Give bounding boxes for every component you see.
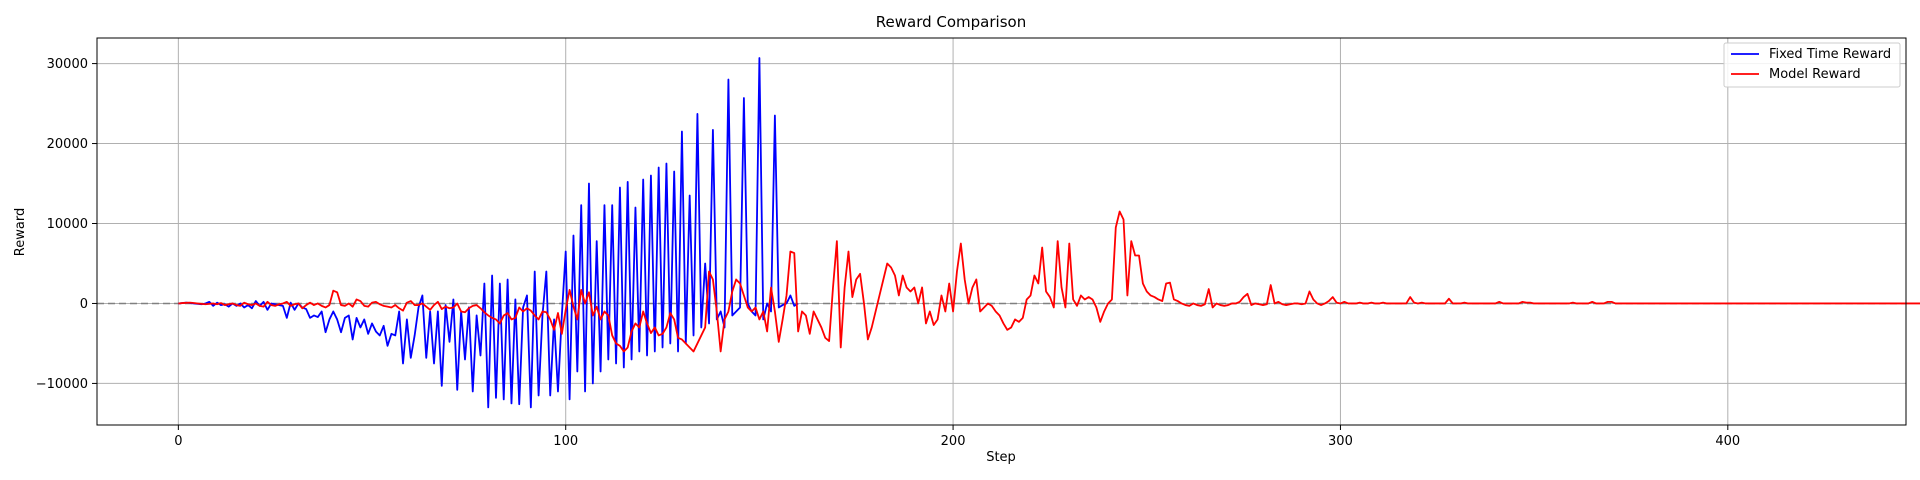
legend-label-fixed-time: Fixed Time Reward	[1769, 47, 1891, 62]
series-layer	[178, 57, 1920, 409]
y-tick-label: 30000	[47, 57, 88, 72]
x-tick-label: 200	[941, 434, 966, 449]
y-tick-label: 20000	[47, 137, 88, 152]
legend: Fixed Time Reward Model Reward	[1723, 42, 1901, 88]
series-line-1	[178, 210, 1920, 353]
y-tick-label: −10000	[36, 377, 88, 392]
chart-title: Reward Comparison	[876, 13, 1026, 31]
x-axis-ticks: 0 100 200 300 400	[174, 425, 1740, 449]
x-tick-label: 400	[1715, 434, 1740, 449]
x-tick-label: 0	[174, 434, 182, 449]
plot-frame	[96, 37, 1907, 426]
y-axis-ticks: −10000 0 10000 20000 30000	[36, 57, 97, 392]
x-tick-label: 300	[1328, 434, 1353, 449]
y-axis-label: Reward	[13, 208, 28, 256]
legend-label-model: Model Reward	[1769, 67, 1861, 82]
y-tick-label: 10000	[47, 217, 88, 232]
x-tick-label: 100	[553, 434, 578, 449]
series-line-0	[178, 57, 799, 409]
y-tick-label: 0	[80, 297, 88, 312]
legend-box	[1723, 42, 1901, 88]
x-axis-label: Step	[986, 450, 1016, 465]
